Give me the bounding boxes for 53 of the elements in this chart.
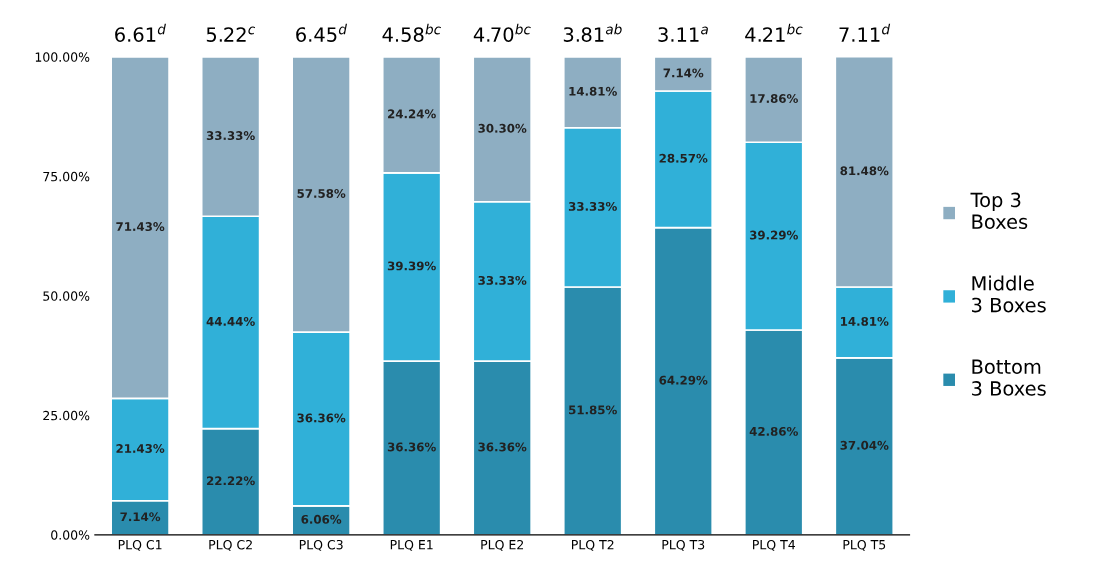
y-tick-label: 0.00% xyxy=(51,530,90,540)
data-label: 17.86% xyxy=(750,94,798,103)
data-label: 44.44% xyxy=(206,316,255,326)
data-label: 64.29% xyxy=(659,375,708,385)
data-label: 36.36% xyxy=(387,442,436,452)
annotation: 4.70$^{bc}$ xyxy=(473,23,531,42)
x-tick-label: PLQ C2 xyxy=(209,539,252,551)
x-tick-label: PLQ T2 xyxy=(572,539,614,551)
annotation: 4.58$^{bc}$ xyxy=(382,23,441,42)
data-label: 42.86% xyxy=(749,426,798,436)
annotation: 7.11$^{d}$ xyxy=(839,23,891,42)
annotation: 3.11$^{a}$ xyxy=(658,26,708,42)
annotation: 81.48% xyxy=(840,166,889,176)
data-label: 7.14% xyxy=(663,68,704,78)
data-label: 51.85% xyxy=(569,405,617,415)
x-tick-label: PLQ C1 xyxy=(118,539,162,551)
data-label: 33.33% xyxy=(568,201,617,211)
x-tick-label: PLQ C3 xyxy=(299,539,343,551)
y-tick-label: 75.00% xyxy=(43,171,90,182)
x-tick-label: PLQ E2 xyxy=(481,539,524,551)
annotation: 6.61$^{d}$ xyxy=(115,23,166,42)
data-label: 37.04% xyxy=(840,440,889,450)
data-label: 6.06% xyxy=(301,514,342,524)
legend-label: Middle 3 Boxes xyxy=(972,275,1046,313)
data-label: 33.33% xyxy=(206,131,255,141)
data-label: 36.36% xyxy=(478,442,527,452)
data-label: 39.29% xyxy=(749,230,798,240)
legend-label: Top 3 Boxes xyxy=(970,192,1028,230)
x-tick-label: PLQ T5 xyxy=(843,539,886,551)
data-label: 14.81% xyxy=(569,86,617,96)
data-label: 21.43% xyxy=(116,444,165,453)
y-tick-label: 100.00% xyxy=(35,52,90,62)
data-label: 24.24% xyxy=(388,109,436,119)
data-label: 7.14% xyxy=(120,512,161,522)
data-label: 39.39% xyxy=(387,261,436,271)
legend-label: Bottom 3 Boxes xyxy=(972,359,1046,396)
y-tick-label: 25.00% xyxy=(43,410,90,421)
data-label: 36.36% xyxy=(297,413,346,423)
annotation: 6.45$^{d}$ xyxy=(296,23,347,42)
data-label: 28.57% xyxy=(659,153,708,163)
data-label: 57.58% xyxy=(297,189,346,198)
annotation: 4.21$^{bc}$ xyxy=(745,23,803,42)
x-tick-label: PLQ T4 xyxy=(753,539,796,551)
data-label: 33.33% xyxy=(478,275,527,285)
annotation: 3.81$^{ab}$ xyxy=(563,23,622,42)
data-label: 14.81% xyxy=(841,316,889,326)
annotation: 5.22$^{c}$ xyxy=(206,26,256,42)
y-tick-label: 50.00% xyxy=(43,291,90,301)
data-label: 30.30% xyxy=(478,123,527,133)
x-tick-label: PLQ T3 xyxy=(662,539,705,551)
data-label: 71.43% xyxy=(116,222,165,232)
x-tick-label: PLQ E1 xyxy=(390,539,433,551)
data-label: 22.22% xyxy=(206,476,255,486)
